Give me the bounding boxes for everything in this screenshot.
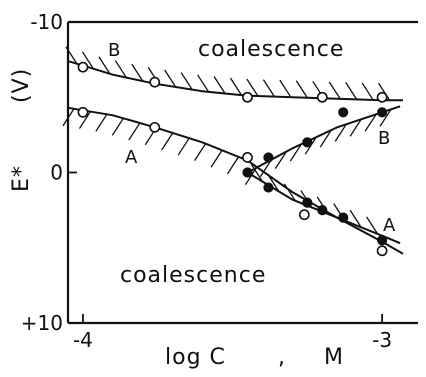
y-tick-label: +10 (21, 311, 63, 335)
hatch-mark (131, 63, 144, 82)
curve-label-A-upper: A (125, 147, 138, 168)
hatch-mark (78, 111, 91, 129)
hatch-mark (349, 209, 362, 228)
data-point-A-filled (302, 197, 313, 208)
data-point-A-filled (263, 182, 274, 193)
hatch-mark (378, 82, 391, 101)
hatch-mark (250, 164, 263, 182)
hatch-mark (366, 216, 379, 235)
hatch-mark (229, 77, 243, 96)
x-axis-label: log C (165, 345, 226, 370)
hatch-mark (334, 123, 347, 142)
hatch-mark (177, 137, 190, 156)
curve-A-1 (67, 106, 404, 255)
data-point-B-filled (242, 167, 253, 178)
data-point-B-filled (263, 152, 274, 163)
hatch-mark (364, 113, 377, 132)
y-tick-label: -10 (30, 10, 63, 34)
data-point-A-filled (377, 235, 388, 246)
data-point-B-open (376, 91, 388, 103)
x-tick-label: -3 (372, 328, 392, 352)
hatch-mark (81, 51, 94, 70)
data-point-A-open (149, 121, 161, 133)
data-point-A-open (298, 209, 310, 221)
x-axis-separator: , (278, 345, 286, 370)
hatch-mark (274, 151, 287, 169)
data-point-B-filled (377, 107, 388, 118)
y-axis-symbol: E* (9, 165, 34, 192)
data-point-A-open (376, 245, 388, 257)
hatch-mark (161, 132, 174, 151)
hatch-mark (262, 79, 275, 98)
region-label-top: coalescence (198, 37, 344, 62)
data-point-B-open (149, 76, 161, 88)
hatch-mark (295, 80, 308, 99)
hatch-mark (111, 117, 124, 136)
hatch-mark (213, 76, 226, 94)
x-tick-label: -4 (73, 328, 93, 352)
data-point-A-filled (338, 212, 349, 223)
hatch-mark (349, 118, 362, 137)
hatch-mark (114, 60, 127, 78)
hatch-mark (210, 149, 223, 168)
region-label-bottom: coalescence (120, 263, 266, 288)
data-point-B-filled (338, 107, 349, 118)
hatch-mark (180, 72, 193, 90)
curve-label-A-lower: A (383, 215, 396, 236)
y-tick-label: 0 (50, 161, 63, 185)
hatch-mark (164, 69, 177, 88)
x-axis-unit: M (324, 345, 344, 370)
curve-A-3 (246, 171, 401, 245)
curve-layer (67, 60, 404, 255)
curve-label-B-upper: B (108, 40, 120, 61)
hatch-mark (345, 82, 358, 100)
hatch-mark (95, 113, 108, 132)
data-point-A-filled (317, 205, 328, 216)
hatch-mark (319, 129, 332, 148)
data-point-B-open (316, 91, 328, 103)
hatch-mark (328, 81, 341, 100)
data-point-B-open (77, 61, 89, 73)
hatch-mark (194, 143, 207, 161)
hatch-mark (226, 156, 240, 175)
hatch-mark (128, 122, 141, 141)
data-point-A-open (242, 152, 253, 163)
tick-layer: -10 0 +10 -4 -3 (21, 10, 392, 352)
hatch-mark (379, 108, 392, 127)
hatch-mark (98, 56, 111, 75)
hatch-mark (289, 143, 302, 162)
data-point-A-open (77, 106, 89, 118)
hatch-mark (279, 79, 292, 98)
data-point-B-open (242, 91, 253, 103)
point-layer (77, 61, 388, 257)
hatch-mark (361, 82, 374, 101)
curve-B-2 (247, 105, 401, 174)
hatch-mark (197, 74, 210, 93)
hatch-mark (259, 159, 272, 178)
hatch-mark (246, 78, 259, 97)
data-point-B-filled (302, 137, 313, 148)
curve-label-B-lower: B (378, 128, 390, 149)
y-axis-unit: (V) (9, 68, 34, 103)
